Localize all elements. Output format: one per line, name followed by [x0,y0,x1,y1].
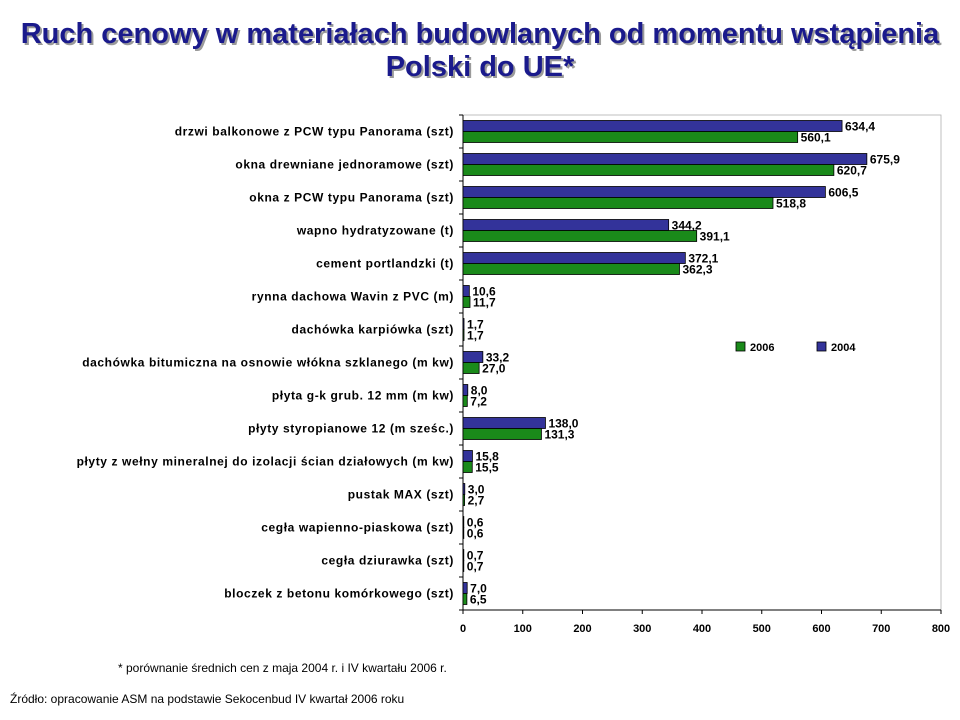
bar-2006 [462,263,680,275]
category-label: dachówka bitumiczna na osnowie włókna sz… [82,356,454,370]
source-note: Źródło: opracowanie ASM na podstawie Sek… [10,692,405,706]
bar-2004 [462,450,473,462]
category-label: cegła wapienno-piaskowa (szt) [261,521,454,535]
value-label-2006: 7,2 [470,395,487,409]
value-label-2006: 27,0 [482,362,506,376]
bar-2004 [462,384,469,396]
x-tick-label: 500 [753,623,771,635]
footnote: * porównanie średnich cen z maja 2004 r.… [118,661,447,675]
category-label: płyta g-k grub. 12 mm (m kw) [272,389,454,403]
chart-title: Ruch cenowy w materiałach budowlanych od… [0,18,960,84]
category-label: wapno hydratyzowane (t) [296,224,454,238]
bar-2006 [462,494,466,506]
bar-2006 [462,230,698,242]
category-label: okna z PCW typu Panorama (szt) [249,191,454,205]
value-label-2004: 0,6 [467,516,484,530]
value-label-2004: 33,2 [486,351,510,365]
value-label-2004: 372,1 [688,252,718,266]
bar-2004 [462,582,468,594]
bar-2004 [462,351,484,363]
category-label: okna drewniane jednoramowe (szt) [235,158,454,172]
value-label-2004: 10,6 [472,285,496,299]
value-label-2006: 0,6 [467,527,484,541]
bar-2006 [462,329,465,341]
value-label-2006: 518,8 [776,197,806,211]
x-tick-label: 700 [872,623,890,635]
chart-title-line-1: Ruch cenowy w materiałach budowlanych od… [20,18,940,50]
value-label-2004: 675,9 [870,153,900,167]
bar-2004 [462,252,686,264]
bar-2004 [462,285,470,297]
value-label-2006: 0,7 [467,560,484,574]
value-label-2006: 15,5 [475,461,499,475]
bar-2006 [462,593,468,605]
value-label-2006: 131,3 [544,428,574,442]
legend-swatch-2004 [816,341,827,352]
bar-2006 [462,296,471,308]
chart-title-line-2: Polski do UE* [385,51,575,83]
legend-label-2006: 2006 [750,342,774,354]
category-label: dachówka karpiówka (szt) [292,323,454,337]
category-label: płyty z wełny mineralnej do izolacji ści… [77,455,454,469]
value-label-2004: 138,0 [548,417,578,431]
value-label-2004: 344,2 [672,219,702,233]
bar-2006 [462,131,799,143]
value-label-2006: 391,1 [700,230,730,244]
value-label-2004: 0,7 [467,549,484,563]
bar-2004 [462,516,465,528]
category-label: drzwi balkonowe z PCW typu Panorama (szt… [175,125,454,139]
value-label-2006: 6,5 [470,593,487,607]
legend-swatch-2006 [735,341,746,352]
bar-2004 [462,483,466,495]
value-label-2006: 1,7 [467,329,484,343]
value-label-2006: 620,7 [837,164,867,178]
category-label: bloczek z betonu komórkowego (szt) [224,587,454,601]
value-label-2004: 8,0 [471,384,488,398]
category-label: rynna dachowa Wavin z PVC (m) [252,290,454,304]
value-label-2004: 7,0 [470,582,487,596]
value-label-2004: 15,8 [475,450,499,464]
bar-2006 [462,197,774,209]
x-tick-label: 800 [932,623,950,635]
bar-2006 [462,560,465,572]
value-label-2004: 3,0 [468,483,485,497]
value-label-2006: 2,7 [468,494,485,508]
bar-2006 [462,428,542,440]
bar-2006 [462,395,468,407]
value-label-2004: 1,7 [467,318,484,332]
category-label: cement portlandzki (t) [316,257,454,271]
bar-2004 [462,549,465,561]
category-label: cegła dziurawka (szt) [321,554,454,568]
category-label: płyty styropianowe 12 (m sześc.) [248,422,454,436]
value-label-2006: 11,7 [473,296,496,310]
x-tick-label: 200 [573,623,591,635]
value-label-2006: 362,3 [682,263,712,277]
category-label: pustak MAX (szt) [348,488,454,502]
bar-2004 [462,219,670,231]
bar-2006 [462,164,835,176]
bar-2004 [462,120,843,132]
bar-2004 [462,318,465,330]
value-label-2004: 606,5 [828,186,858,200]
x-tick-label: 600 [812,623,830,635]
x-tick-label: 300 [633,623,651,635]
legend-label-2004: 2004 [831,342,856,354]
value-label-2004: 634,4 [845,120,875,134]
bar-2004 [462,417,546,429]
bar-2006 [462,362,480,374]
x-tick-label: 400 [693,623,711,635]
x-tick-label: 100 [514,623,532,635]
bar-2004 [462,153,868,165]
bar-2004 [462,186,826,198]
x-tick-label: 0 [460,623,466,635]
bar-2006 [462,461,473,473]
value-label-2006: 560,1 [801,131,831,145]
bar-2006 [462,527,465,539]
